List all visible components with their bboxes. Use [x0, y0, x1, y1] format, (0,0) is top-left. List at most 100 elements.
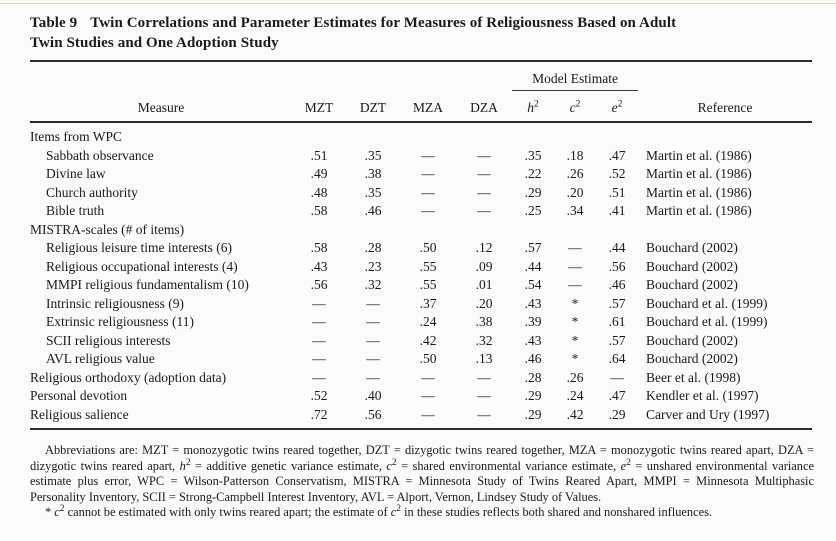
cell-h2: .22	[524, 166, 542, 181]
cell-dzt: —	[366, 332, 380, 348]
cell-mza: —	[421, 203, 435, 218]
cell-reference: Martin et al. (1986)	[646, 166, 752, 181]
cell-dza: —	[477, 166, 491, 181]
cell-mzt: .51	[310, 147, 328, 163]
cell-mza: .55	[419, 258, 437, 274]
cell-dza: .12	[475, 240, 493, 255]
cell-e2: .51	[608, 184, 626, 200]
cell-measure: AVL religious value	[46, 351, 155, 366]
cell-c2: .26	[566, 369, 584, 385]
cell-dzt: .46	[364, 203, 382, 218]
cell-mzt: .72	[310, 406, 328, 422]
table-row: Church authority .48 .35 — — .29 .20 .51…	[30, 184, 812, 203]
cell-c2: .42	[566, 406, 584, 422]
cell-reference: Bouchard et al. (1999)	[646, 314, 768, 329]
cell-h2: .43	[524, 332, 542, 348]
table-row: MMPI religious fundamentalism (10) .56 .…	[30, 276, 812, 295]
cell-h2: .43	[524, 295, 542, 311]
cell-reference: Martin et al. (1986)	[646, 147, 752, 163]
cell-mzt: .49	[310, 166, 328, 181]
table-row: Religious orthodoxy (adoption data) — — …	[30, 369, 812, 388]
cell-dza: —	[477, 184, 491, 200]
cell-e2: .41	[608, 203, 626, 218]
cell-measure: Intrinsic religiousness (9)	[46, 295, 184, 311]
table-row: SCII religious interests — — .42 .32 .43…	[30, 332, 812, 351]
cell-dza: —	[477, 369, 491, 385]
cell-mzt: .43	[310, 258, 328, 274]
table-row: Divine law .49 .38 — — .22 .26 .52 Marti…	[30, 165, 812, 184]
cell-h2: .44	[524, 258, 542, 274]
cell-c2: *	[571, 314, 579, 329]
cell-measure: Sabbath observance	[46, 147, 154, 163]
cell-dza	[456, 122, 512, 147]
cell-h2	[512, 221, 554, 240]
cell-dzt: .32	[364, 277, 382, 292]
cell-reference: Martin et al. (1986)	[646, 203, 752, 218]
cell-mza: —	[421, 166, 435, 181]
cell-mza: —	[421, 147, 435, 163]
cell-h2: .57	[524, 240, 542, 255]
cell-e2: .57	[608, 332, 626, 348]
cell-measure: Religious occupational interests (4)	[46, 258, 238, 274]
cell-h2: .54	[524, 277, 542, 292]
cell-c2: *	[571, 295, 579, 311]
table-row: Sabbath observance .51 .35 — — .35 .18 .…	[30, 147, 812, 166]
cell-c2: .26	[566, 166, 584, 181]
cell-mza: —	[421, 184, 435, 200]
cell-dza	[456, 221, 512, 240]
cell-reference: Bouchard (2002)	[646, 277, 738, 292]
cell-dza: —	[477, 406, 491, 422]
cell-mza: —	[421, 406, 435, 422]
cell-reference: Bouchard (2002)	[646, 258, 738, 274]
table-row: Religious leisure time interests (6) .58…	[30, 239, 812, 258]
cell-dza: —	[477, 203, 491, 218]
cell-c2: *	[571, 332, 579, 348]
cell-dza: .32	[475, 332, 493, 348]
group-header-spacer	[30, 61, 512, 91]
cell-measure: Church authority	[46, 184, 138, 200]
cell-measure: MISTRA-scales (# of items)	[30, 221, 185, 237]
cell-mzt: .52	[310, 388, 328, 403]
cell-h2: .25	[524, 203, 542, 218]
cell-c2	[554, 122, 596, 147]
footnote-asterisk: * c2 cannot be estimated with only twins…	[45, 504, 713, 520]
cell-reference: Carver and Ury (1997)	[646, 406, 770, 422]
cell-mza	[400, 122, 456, 147]
cell-e2: .46	[608, 277, 626, 292]
cell-h2: .46	[524, 351, 542, 366]
cell-dza: .01	[475, 277, 493, 292]
cell-dzt	[346, 221, 400, 240]
cell-mzt: .58	[310, 240, 328, 255]
table-row: Bible truth .58 .46 — — .25 .34 .41 Mart…	[30, 202, 812, 221]
cell-measure: Religious leisure time interests (6)	[46, 240, 232, 255]
cell-dzt: .56	[364, 406, 382, 422]
table-row: Intrinsic religiousness (9) — — .37 .20 …	[30, 295, 812, 314]
cell-e2: .44	[608, 240, 626, 255]
cell-dza: .20	[475, 295, 493, 311]
cell-mza: —	[421, 388, 435, 403]
cell-mza: .50	[419, 351, 437, 366]
col-header-h2: h2	[512, 90, 554, 123]
cell-measure: Religious salience	[30, 406, 129, 422]
cell-reference	[638, 122, 812, 147]
cell-dzt: .28	[364, 240, 382, 255]
cell-c2: .34	[566, 203, 584, 218]
cell-reference: Bouchard (2002)	[646, 240, 738, 255]
cell-c2: —	[568, 258, 582, 274]
cell-measure: Religious orthodoxy (adoption data)	[30, 369, 227, 385]
cell-measure: SCII religious interests	[46, 332, 171, 348]
cell-dza: .13	[475, 351, 493, 366]
table-header: Model Estimate Measure MZT DZT MZA DZA h…	[30, 61, 813, 123]
table-row: Items from WPC	[30, 122, 812, 147]
cell-c2	[554, 221, 596, 240]
cell-c2: .24	[566, 388, 584, 403]
cell-mzt: —	[312, 332, 326, 348]
cell-mza	[400, 221, 456, 240]
cell-e2	[596, 221, 638, 240]
cell-h2: .29	[524, 388, 542, 403]
cell-reference: Martin et al. (1986)	[646, 184, 752, 200]
table-footnotes: Abbreviations are: MZT = monozygotic twi…	[30, 443, 814, 521]
table-row: MISTRA-scales (# of items)	[30, 221, 812, 240]
cell-c2: *	[571, 351, 579, 366]
model-estimate-group-header: Model Estimate	[512, 61, 639, 91]
